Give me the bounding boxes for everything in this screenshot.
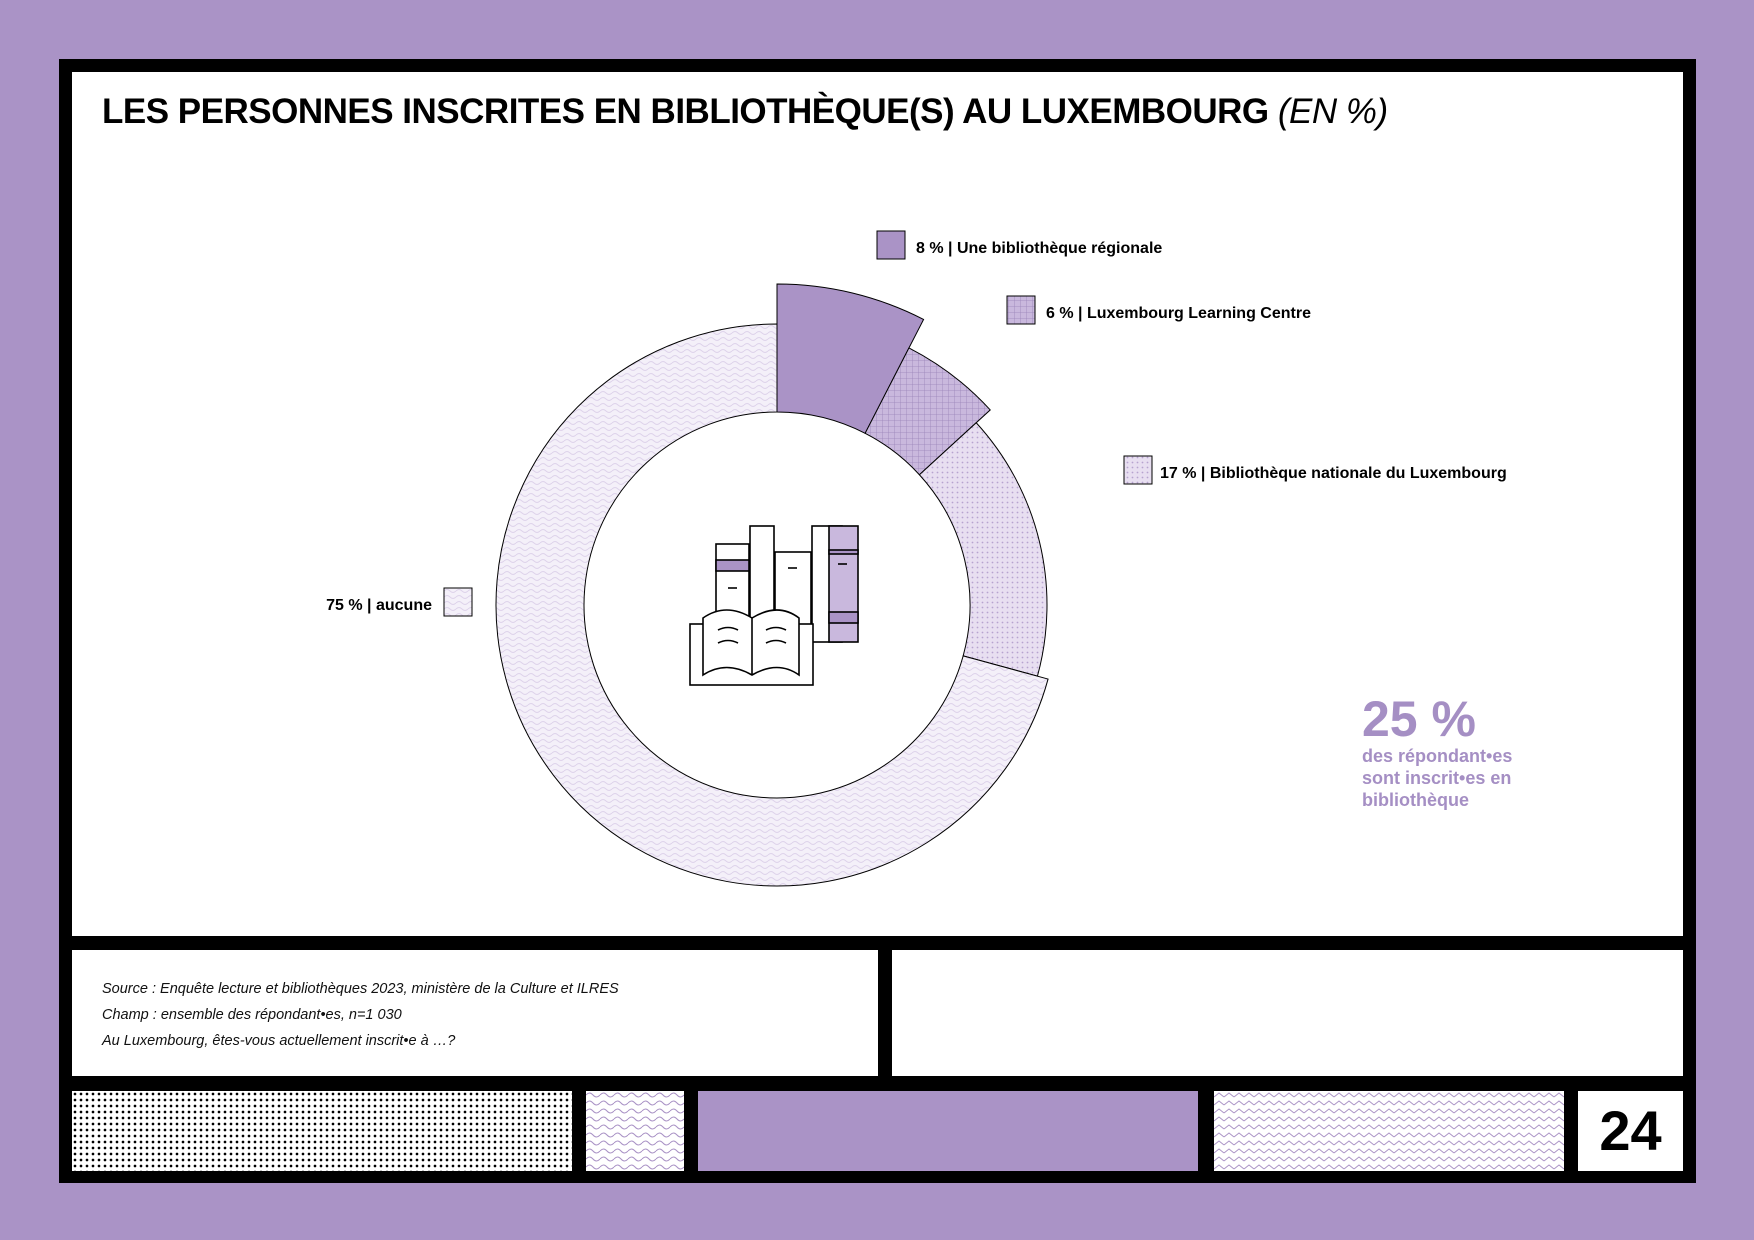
donut-slice-3	[495, 323, 1049, 887]
notes-panel	[72, 950, 878, 1076]
legend-swatch-3	[443, 587, 473, 617]
legend-swatch-1	[1006, 295, 1036, 325]
source-note: Source : Enquête lecture et bibliothèque…	[102, 981, 619, 997]
books-icon	[689, 525, 859, 686]
title-text: LES PERSONNES INSCRITES EN BIBLIOTHÈQUE(…	[102, 92, 1269, 131]
legend-label-3: 75 % | aucune	[326, 597, 432, 614]
donut-slice-1	[864, 347, 991, 476]
legend-label-0: 8 % | Une bibliothèque régionale	[916, 240, 1162, 257]
page-number: 24	[1578, 1091, 1683, 1171]
callout-text: des répondant•es sont inscrit•es en bibl…	[1362, 746, 1513, 810]
zigzag-pattern-strip	[1214, 1091, 1564, 1171]
legend-swatch-2	[1123, 455, 1153, 485]
callout: 25 % des répondant•es sont inscrit•es en…	[1362, 693, 1532, 811]
dot-pattern-strip	[72, 1091, 572, 1171]
donut-chart: 8 % | Une bibliothèque régionale 6 % | Lu…	[326, 230, 1507, 887]
page-title: LES PERSONNES INSCRITES EN BIBLIOTHÈQUE(…	[102, 92, 1388, 132]
wave-pattern-strip	[586, 1091, 684, 1171]
callout-value: 25 %	[1362, 691, 1476, 747]
legend-swatch-0	[876, 230, 906, 260]
donut-slice-0	[776, 283, 925, 434]
notes: Source : Enquête lecture et bibliothèque…	[102, 976, 619, 1054]
donut-slices	[495, 283, 1049, 887]
legend: 8 % | Une bibliothèque régionale 6 % | Lu…	[326, 230, 1507, 617]
question-note: Au Luxembourg, êtes-vous actuellement in…	[102, 1033, 456, 1049]
legend-label-2: 17 % | Bibliothèque nationale du Luxembo…	[1160, 465, 1507, 482]
scope-note: Champ : ensemble des répondant•es, n=1 0…	[102, 1007, 402, 1023]
legend-label-1: 6 % | Luxembourg Learning Centre	[1046, 305, 1311, 322]
title-unit: (EN %)	[1277, 92, 1388, 131]
solid-strip	[698, 1091, 1198, 1171]
donut-slice-2	[918, 422, 1048, 677]
empty-panel	[892, 950, 1683, 1076]
